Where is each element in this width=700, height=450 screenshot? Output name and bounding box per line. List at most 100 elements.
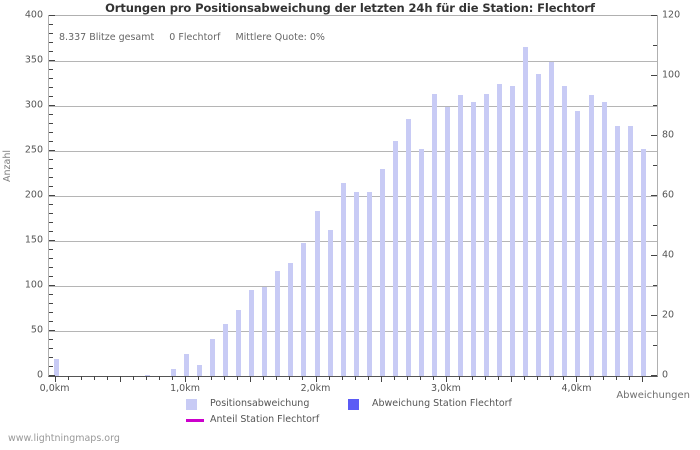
y-axis-left-tick-label: 100: [24, 279, 43, 291]
footer-watermark: www.lightningmaps.org: [8, 433, 120, 444]
y-tick-minor: [49, 24, 53, 25]
chart-subtitle: 8.337 Blitze gesamt 0 Flechtorf Mittlere…: [59, 32, 325, 43]
bar: [249, 289, 255, 376]
gridline: [49, 196, 657, 197]
y-tick-major: [49, 60, 55, 61]
bar: [170, 368, 176, 376]
y-axis-right-tick-label: 80: [662, 129, 675, 141]
y-tick-minor: [49, 96, 53, 97]
y2-tick-minor: [653, 105, 657, 106]
bar: [314, 211, 320, 376]
bar: [444, 106, 450, 376]
y-tick-minor: [49, 249, 53, 250]
y-tick-minor: [49, 366, 53, 367]
x-tick: [550, 376, 552, 380]
y-axis-left-tick-label: 150: [24, 234, 43, 246]
y-axis-left-tick-label: 50: [30, 324, 43, 336]
bar: [484, 94, 490, 376]
x-tick: [419, 376, 421, 380]
bar: [614, 125, 620, 376]
y-axis-left-tick-label: 250: [24, 144, 43, 156]
x-axis-tick-label: 3,0km: [431, 383, 461, 394]
x-tick: [445, 376, 447, 382]
bar: [262, 286, 268, 376]
x-tick: [628, 376, 630, 380]
bar: [144, 375, 150, 376]
bar: [536, 73, 542, 376]
y-tick-minor: [49, 141, 53, 142]
y-tick-minor: [49, 69, 53, 70]
x-tick: [211, 376, 213, 380]
y-tick-minor: [49, 267, 53, 268]
chart-legend: Positionsabweichung Abweichung Station Fl…: [0, 396, 700, 432]
x-tick: [498, 376, 500, 380]
bar: [184, 353, 190, 376]
y-axis-right-tick-label: 20: [662, 309, 675, 321]
bar: [53, 358, 59, 376]
bar: [353, 191, 359, 376]
y2-tick-major: [651, 255, 657, 256]
x-tick: [237, 376, 239, 380]
bar: [549, 61, 555, 376]
bar: [392, 141, 398, 376]
y-tick-minor: [49, 321, 53, 322]
x-tick: [80, 376, 82, 380]
y-axis-left-tick-label: 0: [36, 369, 43, 381]
bar: [575, 111, 581, 376]
bar: [562, 86, 568, 376]
x-axis-tick-label: 1,0km: [170, 383, 200, 394]
y-axis-left-tick-label: 200: [24, 189, 43, 201]
y-tick-minor: [49, 312, 53, 313]
bar: [471, 101, 477, 376]
bar: [366, 191, 372, 376]
y-tick-minor: [49, 213, 53, 214]
legend-label: Positionsabweichung: [210, 398, 310, 409]
y-tick-minor: [49, 357, 53, 358]
y-tick-minor: [49, 159, 53, 160]
x-tick: [393, 376, 395, 380]
x-tick: [119, 376, 121, 382]
bar: [601, 102, 607, 376]
y-tick-minor: [49, 114, 53, 115]
y-tick-minor: [49, 186, 53, 187]
x-tick: [589, 376, 591, 380]
bar: [236, 310, 242, 376]
gridline: [49, 241, 657, 242]
y-tick-minor: [49, 204, 53, 205]
x-tick: [315, 376, 317, 382]
x-axis: 0,0km 1,0km 2,0km 3,0km 4,0km: [0, 376, 700, 398]
y-tick-major: [49, 15, 55, 16]
y-tick-major: [49, 240, 55, 241]
x-tick: [132, 376, 134, 380]
x-tick: [576, 376, 578, 382]
y-tick-major: [49, 150, 55, 151]
bar: [379, 169, 385, 376]
bar: [210, 339, 216, 376]
x-tick: [511, 376, 513, 382]
y-tick-major: [49, 330, 55, 331]
y2-tick-minor: [653, 345, 657, 346]
legend-label: Abweichung Station Flechtorf: [372, 398, 512, 409]
bar: [431, 94, 437, 376]
y-tick-minor: [49, 132, 53, 133]
x-tick: [354, 376, 356, 380]
bar: [301, 242, 307, 376]
y-tick-minor: [49, 339, 53, 340]
x-tick: [472, 376, 474, 380]
y-axis-left-tick-label: 300: [24, 99, 43, 111]
y-axis-right-tick-label: 0: [662, 369, 669, 381]
gridline: [49, 331, 657, 332]
bar: [588, 95, 594, 376]
x-tick: [276, 376, 278, 380]
y2-tick-major: [651, 15, 657, 16]
y-tick-major: [49, 375, 55, 376]
bar: [627, 125, 633, 376]
y-tick-major: [49, 195, 55, 196]
x-tick: [524, 376, 526, 380]
y2-tick-major: [651, 315, 657, 316]
y2-tick-minor: [653, 165, 657, 166]
x-tick: [158, 376, 160, 380]
bar: [523, 46, 529, 376]
x-tick: [615, 376, 617, 380]
